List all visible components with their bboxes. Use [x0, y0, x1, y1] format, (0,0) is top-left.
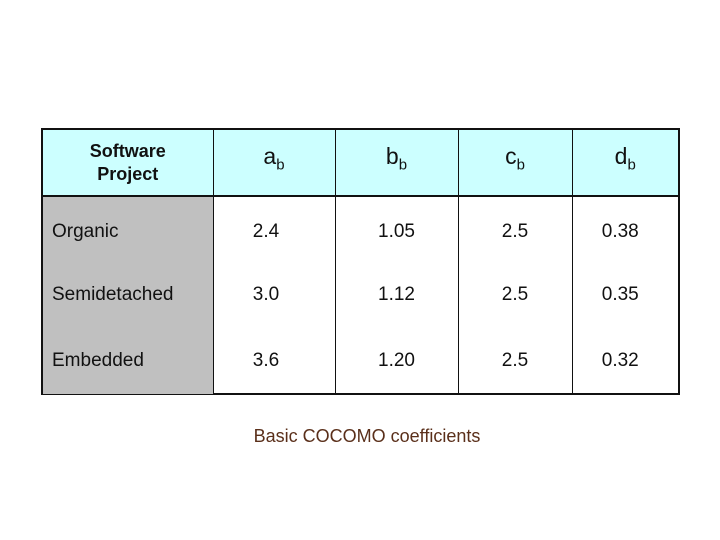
header-coef-d-sub: b [627, 156, 636, 174]
header-coef-c: cb [457, 130, 572, 197]
header-coef-d-letter: d [614, 143, 628, 169]
header-coef-a-sub: b [276, 156, 285, 174]
cell-b: 1.12 [334, 262, 458, 328]
cell-d: 0.32 [571, 328, 678, 394]
cocomo-table-frame: Software Project ab bb cb db Organic 2.4… [41, 128, 680, 395]
table-row-embedded: Embedded 3.6 1.20 2.5 0.32 [43, 328, 678, 394]
table-caption: Basic COCOMO coefficients [253, 426, 481, 446]
header-project-line1: Software [89, 140, 166, 161]
cell-c: 2.5 [457, 328, 572, 394]
header-coef-c-sub: b [516, 156, 525, 174]
cell-d: 0.38 [571, 196, 678, 262]
cell-c: 2.5 [457, 262, 572, 328]
row-project-name: Semidetached [43, 262, 213, 328]
header-coef-c-letter: c [505, 143, 517, 169]
cell-a: 2.4 [212, 196, 335, 262]
cell-a: 3.0 [212, 262, 335, 328]
cell-a: 3.6 [212, 328, 335, 394]
row-project-name: Embedded [43, 328, 213, 394]
header-coef-d: db [571, 130, 678, 197]
header-coef-a-letter: a [263, 143, 277, 169]
cell-b: 1.20 [334, 328, 458, 394]
header-project-line2: Project [97, 163, 159, 184]
header-coef-a: ab [212, 130, 335, 197]
cell-b: 1.05 [334, 196, 458, 262]
cell-c: 2.5 [457, 196, 572, 262]
table-header-row: Software Project ab bb cb db [43, 130, 678, 197]
table-row-semidetached: Semidetached 3.0 1.12 2.5 0.35 [43, 262, 678, 328]
header-software-project: Software Project [43, 130, 213, 197]
cocomo-coefficients-table: Software Project ab bb cb db Organic 2.4… [43, 130, 678, 394]
row-project-name: Organic [43, 196, 213, 262]
table-row-organic: Organic 2.4 1.05 2.5 0.38 [43, 196, 678, 262]
cell-d: 0.35 [571, 262, 678, 328]
header-coef-b-letter: b [385, 143, 399, 169]
header-coef-b-sub: b [398, 156, 408, 174]
header-coef-b: bb [334, 130, 458, 197]
